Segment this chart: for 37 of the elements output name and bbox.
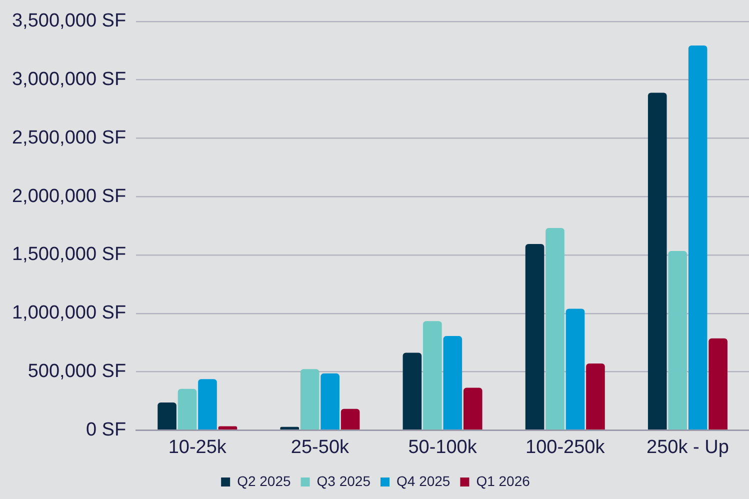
legend-label: Q4 2025 — [396, 472, 450, 489]
bar — [218, 426, 238, 430]
bar — [423, 321, 442, 430]
bar — [668, 251, 687, 430]
bar — [546, 228, 564, 430]
legend-label: Q1 2026 — [476, 472, 530, 489]
y-tick-label: 0 SF — [86, 419, 126, 440]
y-tick-label: 3,500,000 SF — [12, 10, 126, 32]
bar — [566, 308, 585, 430]
legend-label: Q3 2025 — [316, 472, 371, 489]
x-tick-label: 250k - Up — [646, 436, 729, 458]
bar — [708, 338, 728, 430]
bar — [198, 379, 217, 430]
y-tick-label: 1,500,000 SF — [12, 244, 126, 266]
y-tick-label: 2,500,000 SF — [12, 127, 126, 148]
bar — [525, 244, 544, 430]
bar — [443, 336, 462, 430]
bar — [402, 352, 422, 430]
y-tick-label: 1,000,000 SF — [12, 302, 126, 324]
bar — [320, 373, 340, 430]
x-tick-label: 100-250k — [526, 436, 606, 458]
y-tick-label: 2,000,000 SF — [12, 186, 126, 207]
legend-label: Q2 2025 — [237, 472, 292, 489]
bar — [280, 426, 300, 430]
bar — [463, 388, 482, 430]
bar — [300, 369, 320, 430]
y-tick-label: 500,000 SF — [28, 361, 126, 382]
x-tick-label: 25-50k — [290, 436, 350, 458]
x-tick-label: 50-100k — [408, 436, 478, 458]
bar — [158, 402, 176, 430]
bar — [648, 92, 667, 430]
x-tick-label: 10-25k — [168, 436, 227, 458]
bar — [178, 388, 197, 430]
y-tick-label: 3,000,000 SF — [12, 69, 126, 90]
bar — [340, 408, 360, 430]
bar — [688, 45, 708, 430]
bar — [586, 364, 605, 430]
